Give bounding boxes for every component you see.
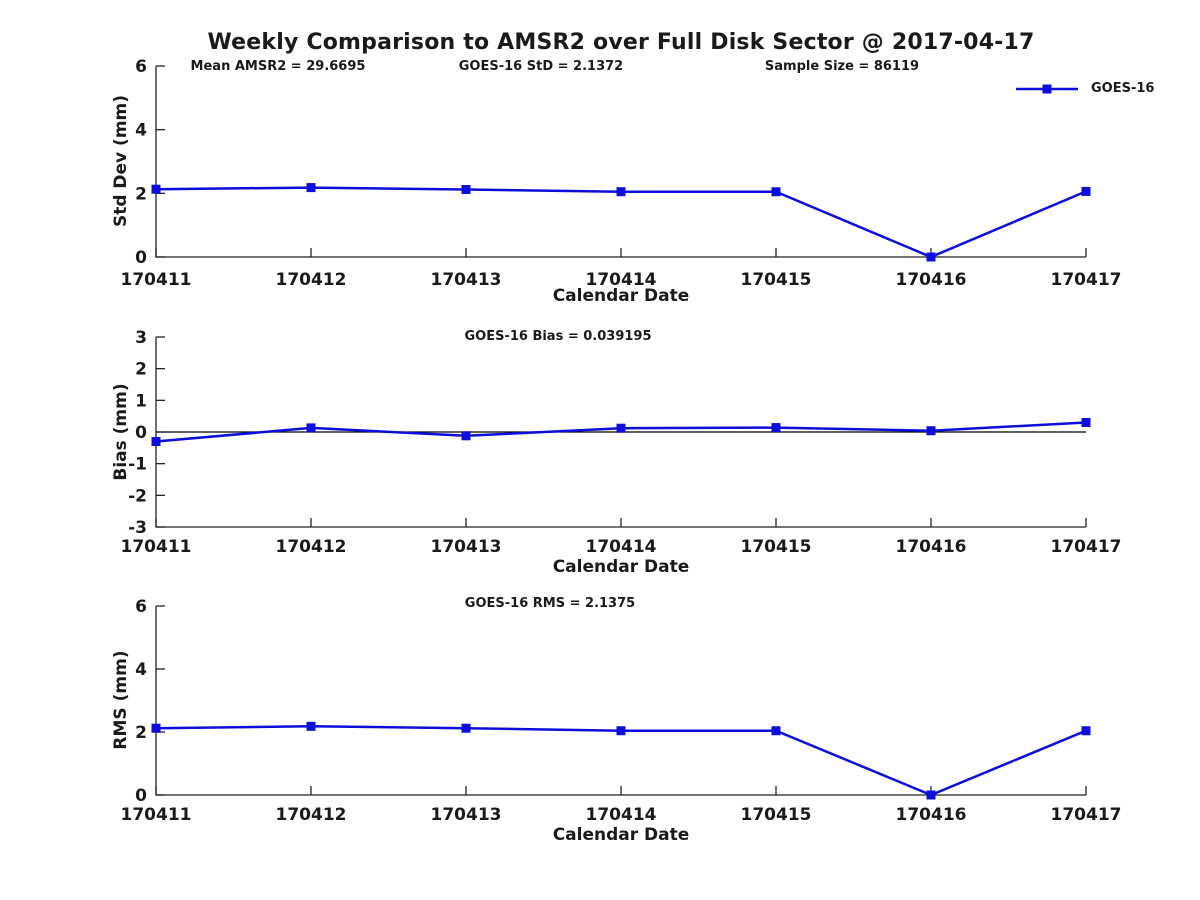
data-point-marker [926,426,936,436]
data-point-marker [151,184,161,194]
y-tick-label: 6 [135,57,147,77]
y-tick-label: -1 [128,455,147,475]
data-point-marker [461,431,471,441]
x-tick-label: 170417 [1051,537,1122,557]
series-line-goes16 [155,186,1087,259]
x-tick-label: 170414 [586,537,657,557]
legend: GOES-16 [1014,81,1154,96]
y-tick-label: 3 [135,328,147,348]
y-tick-label: 2 [135,184,147,204]
y-tick-label: 0 [135,423,147,443]
x-tick-label: 170417 [1051,270,1122,290]
data-point-marker [771,726,781,736]
data-point-marker [151,437,161,446]
data-point-marker [926,252,936,262]
data-point-marker [1081,418,1091,427]
annotation-mean-amsr2: Mean AMSR2 = 29.6695 [190,59,366,74]
axis-frame [155,606,1086,796]
x-tick-label: 170411 [121,537,192,557]
data-point-marker [771,423,781,433]
data-point-marker [771,187,781,197]
data-point-marker [306,423,316,433]
data-point-marker [616,726,626,736]
x-tick-label: 170415 [741,537,812,557]
annotation-goes16-std: GOES-16 StD = 2.1372 [458,59,624,74]
data-point-marker [616,187,626,197]
x-tick-label: 170415 [741,270,812,290]
x-tick-label: 170417 [1051,805,1122,825]
xlabel-top: Calendar Date [552,286,690,306]
legend-label: GOES-16 [1091,81,1155,96]
annotation-goes16-rms: GOES-16 RMS = 2.1375 [464,596,636,611]
y-tick-label: 2 [135,723,147,743]
data-point-marker [306,721,316,731]
xlabel-bottom: Calendar Date [552,825,690,845]
x-tick-label: 170413 [431,270,502,290]
y-tick-label: 0 [135,786,147,806]
data-point-marker [306,183,316,193]
data-point-marker [461,723,471,733]
y-tick-label: -3 [128,518,147,538]
legend-marker [1042,84,1052,93]
y-tick-label: 6 [135,597,147,617]
annotation-goes16-bias: GOES-16 Bias = 0.039195 [464,329,652,344]
x-tick-label: 170414 [586,805,657,825]
x-tick-label: 170416 [896,537,967,557]
y-tick-label: 4 [135,660,147,680]
y-tick-label: 0 [135,248,147,268]
x-tick-label: 170413 [431,537,502,557]
data-point-marker [151,723,161,733]
series-line-goes16 [155,725,1087,797]
y-tick-label: -2 [128,486,147,506]
y-tick-label: 1 [135,391,147,411]
x-tick-label: 170412 [276,537,347,557]
y-tick-label: 2 [135,360,147,380]
legend-line-swatch [1016,84,1078,93]
x-tick-label: 170411 [121,805,192,825]
data-point-marker [616,423,626,433]
x-tick-label: 170411 [121,270,192,290]
data-point-marker [1081,726,1091,736]
x-tick-label: 170414 [586,270,657,290]
annotation-sample-size: Sample Size = 86119 [764,59,920,74]
axis-frame [155,66,1086,258]
x-tick-label: 170412 [276,270,347,290]
x-tick-label: 170412 [276,805,347,825]
y-tick-label: 4 [135,121,147,141]
x-tick-label: 170416 [896,270,967,290]
xlabel-middle: Calendar Date [552,557,690,577]
x-tick-label: 170416 [896,805,967,825]
figure-title: Weekly Comparison to AMSR2 over Full Dis… [207,30,1035,55]
data-point-marker [1081,186,1091,196]
x-tick-label: 170415 [741,805,812,825]
x-tick-label: 170413 [431,805,502,825]
data-point-marker [926,790,936,800]
data-point-marker [461,185,471,195]
